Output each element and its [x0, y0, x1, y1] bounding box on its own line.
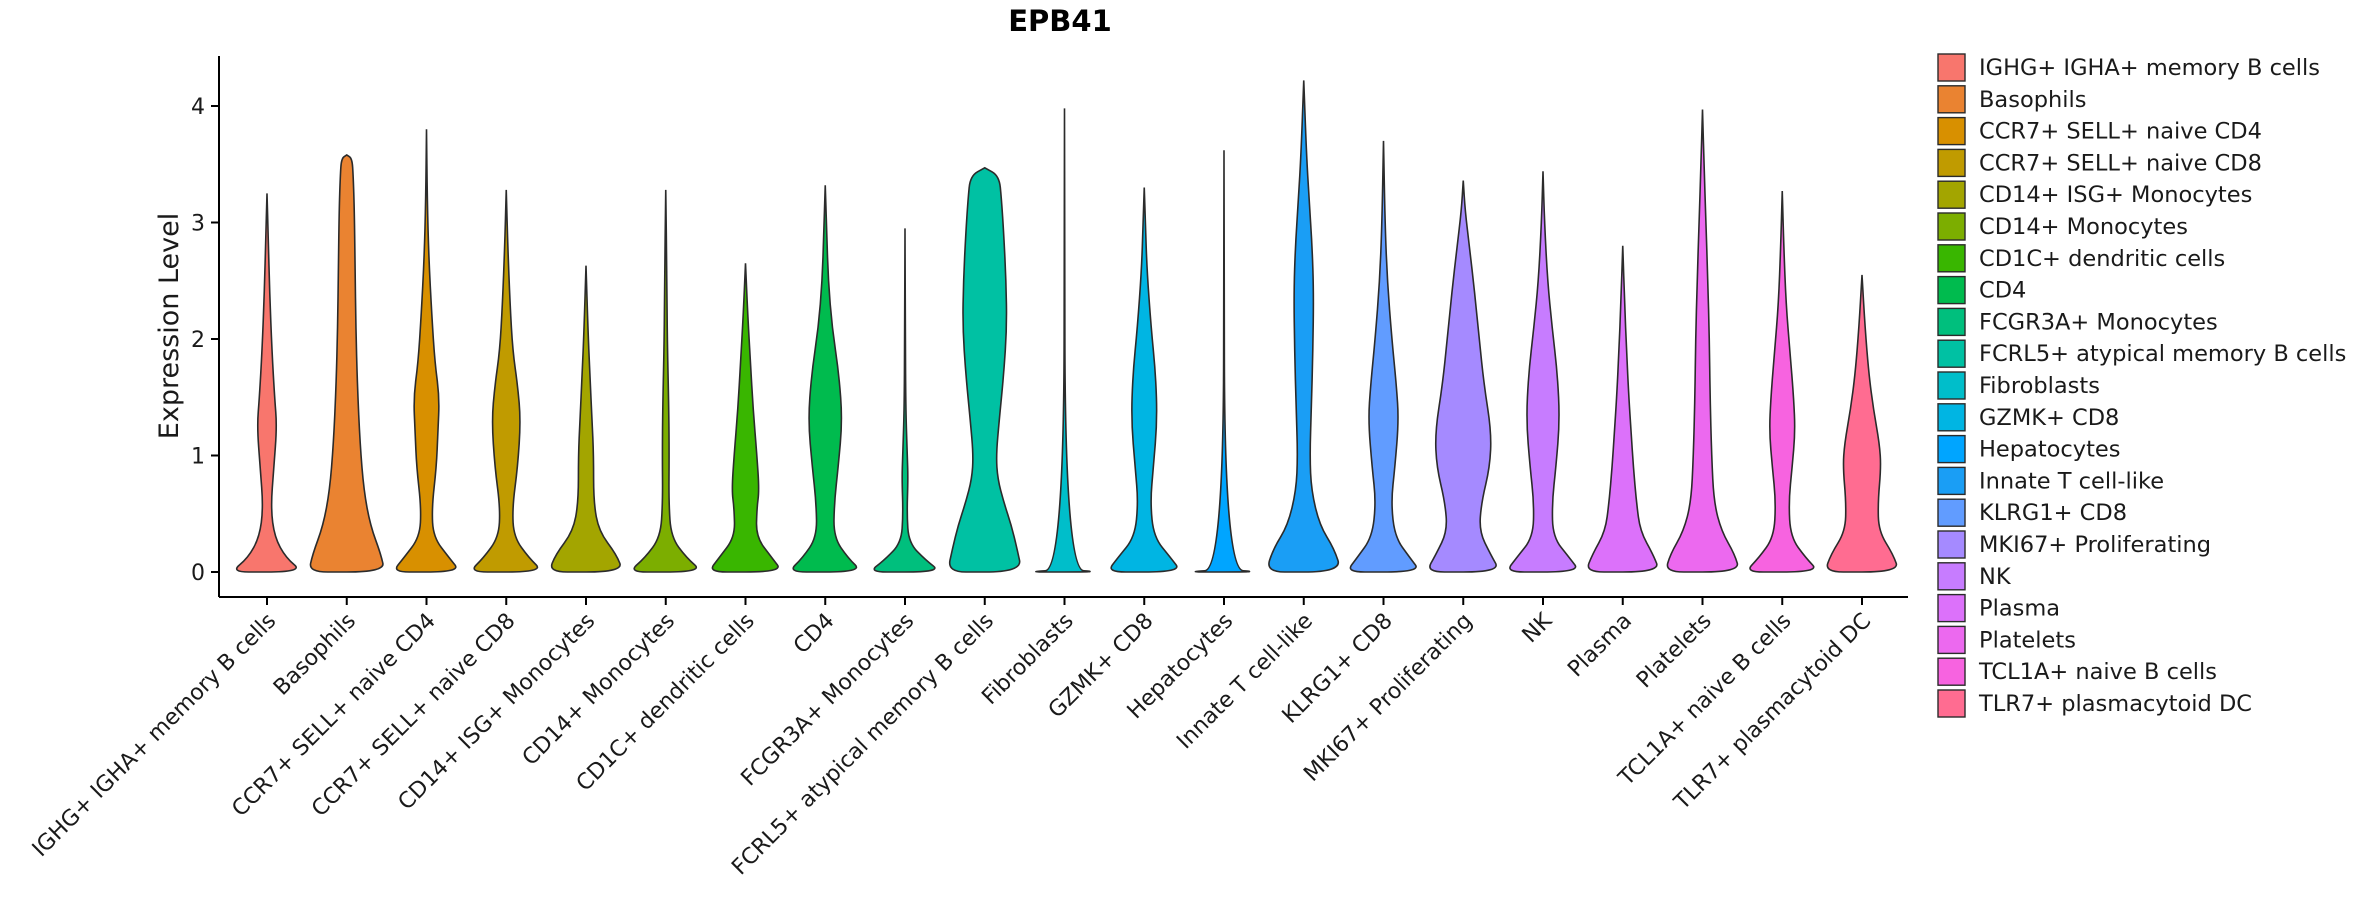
- legend-swatch: [1937, 275, 1966, 305]
- violin-fcrl5-atypical-memory-b-cells: [948, 166, 1021, 573]
- legend-swatch: [1937, 403, 1966, 432]
- y-tick-label: 2: [191, 328, 205, 353]
- x-tick-label: CD14+ Monocytes: [518, 609, 680, 771]
- y-axis-ticks: 0 1 2 3 4: [191, 95, 219, 586]
- y-axis-label: Expression Level: [154, 213, 185, 439]
- legend-swatch: [1937, 180, 1966, 209]
- legend-label: KLRG1+ CD8: [1979, 500, 2127, 526]
- violin-plasma: [1587, 245, 1658, 573]
- legend-swatch: [1937, 498, 1966, 527]
- violin-cd14-monocytes: [633, 189, 697, 573]
- violin-tlr7-plasmacytoid-dc: [1826, 274, 1898, 573]
- violin-innate-t-cell-like: [1268, 80, 1340, 573]
- violin-fibroblasts: [1035, 108, 1091, 573]
- legend-label: Platelets: [1979, 627, 2076, 653]
- legend-swatch: [1937, 466, 1966, 496]
- chart-title: EPB41: [1008, 4, 1112, 38]
- violin-cd14-isg-monocytes: [550, 265, 621, 573]
- legend-swatch: [1937, 625, 1966, 655]
- legend-label: GZMK+ CD8: [1979, 405, 2119, 431]
- legend-swatch: [1937, 593, 1966, 623]
- legend-label: CCR7+ SELL+ naive CD4: [1979, 119, 2262, 145]
- violin-ccr7-sell-naive-cd4: [395, 129, 457, 573]
- y-tick-label: 1: [191, 445, 205, 470]
- legend-label: FCRL5+ atypical memory B cells: [1979, 341, 2346, 367]
- legend-label: Hepatocytes: [1979, 437, 2121, 463]
- x-tick-label: Platelets: [1632, 609, 1717, 694]
- violin-klrg1-cd8: [1349, 140, 1417, 573]
- legend-label: IGHG+ IGHA+ memory B cells: [1979, 55, 2320, 81]
- legend-swatch: [1937, 244, 1966, 273]
- violin-group: [235, 80, 1898, 573]
- legend-swatch: [1937, 307, 1966, 337]
- legend-label: CD14+ Monocytes: [1979, 214, 2188, 240]
- legend-swatch: [1937, 657, 1966, 686]
- violin-platelets: [1666, 109, 1739, 573]
- legend-swatch: [1937, 212, 1966, 241]
- legend-swatch: [1937, 53, 1966, 82]
- legend-swatch: [1937, 148, 1966, 178]
- x-tick-label: NK: [1518, 608, 1558, 648]
- legend-label: TCL1A+ naive B cells: [1978, 659, 2217, 685]
- y-tick-label: 4: [191, 95, 205, 120]
- violin-hepatocytes: [1194, 150, 1251, 573]
- violin-ighg-igha-memory-b-cells: [235, 193, 297, 573]
- legend-label: CCR7+ SELL+ naive CD8: [1979, 150, 2262, 176]
- violin-nk: [1509, 171, 1577, 573]
- legend-swatch: [1937, 530, 1966, 559]
- legend-label: Innate T cell-like: [1979, 468, 2164, 494]
- x-tick-label: Plasma: [1563, 609, 1637, 683]
- x-tick-label: IGHG+ IGHA+ memory B cells: [28, 609, 281, 862]
- y-tick-label: 0: [191, 561, 205, 586]
- legend-label: Basophils: [1979, 87, 2086, 113]
- y-tick-label: 3: [191, 212, 205, 237]
- violin-cd4: [792, 185, 858, 573]
- violin-tcl1a-naive-b-cells: [1749, 191, 1815, 573]
- legend-label: CD4: [1979, 278, 2026, 304]
- legend-swatch: [1937, 371, 1966, 400]
- x-axis-ticks: IGHG+ IGHA+ memory B cellsBasophilsCCR7+…: [28, 597, 1876, 880]
- x-tick-label: CD4: [789, 609, 839, 659]
- legend-swatch: [1937, 85, 1966, 114]
- legend-label: MKI67+ Proliferating: [1979, 532, 2211, 558]
- violin-cd1c-dendritic-cells: [711, 263, 779, 573]
- legend-label: Plasma: [1979, 596, 2060, 622]
- violin-mki67-proliferating: [1429, 180, 1497, 573]
- legend-swatch: [1937, 116, 1966, 146]
- violin-basophils: [309, 153, 384, 573]
- violin-gzmk-cd8: [1110, 187, 1178, 573]
- legend-label: Fibroblasts: [1979, 373, 2100, 399]
- legend-label: CD1C+ dendritic cells: [1979, 246, 2225, 272]
- x-tick-label: Innate T cell-like: [1172, 609, 1318, 755]
- legend-swatch: [1937, 434, 1966, 464]
- legend-swatch: [1937, 562, 1966, 591]
- legend-label: CD14+ ISG+ Monocytes: [1979, 182, 2252, 208]
- legend-label: NK: [1979, 564, 2012, 590]
- violin-fcgr3a-monocytes: [873, 228, 936, 573]
- legend-label: TLR7+ plasmacytoid DC: [1978, 691, 2252, 717]
- legend-label: FCGR3A+ Monocytes: [1979, 309, 2218, 335]
- legend-swatch: [1937, 689, 1966, 718]
- legend: IGHG+ IGHA+ memory B cells Basophils CCR7+…: [1937, 53, 2346, 718]
- legend-swatch: [1937, 339, 1966, 368]
- violin-ccr7-sell-naive-cd8: [473, 189, 539, 573]
